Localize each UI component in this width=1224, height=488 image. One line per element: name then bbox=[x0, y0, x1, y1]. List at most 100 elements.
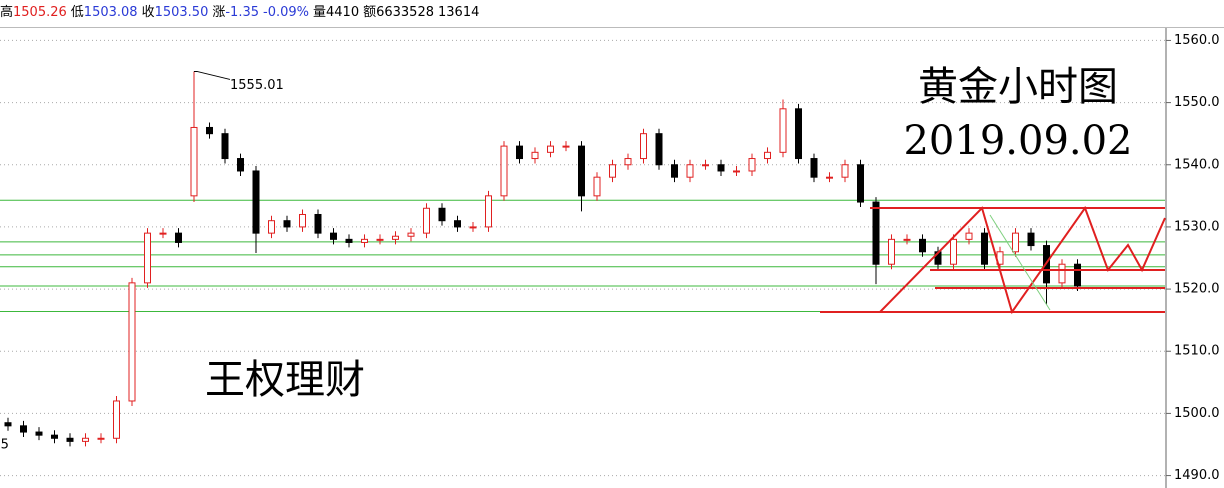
candle-body bbox=[872, 201, 880, 265]
candle-body bbox=[593, 176, 601, 197]
low-label: 1.35 bbox=[0, 437, 9, 452]
candle-body bbox=[578, 145, 585, 197]
candle-body bbox=[981, 232, 988, 265]
peak-label: 1555.01 bbox=[230, 78, 284, 93]
quote-header: 高1505.26 低1503.08 收1503.50 涨-1.35 -0.09% 量441… bbox=[0, 0, 1224, 28]
candle-body bbox=[237, 158, 244, 172]
candle-body bbox=[764, 151, 771, 160]
candle-body bbox=[547, 145, 554, 153]
candle-body bbox=[1074, 263, 1081, 287]
candle-body bbox=[423, 207, 430, 234]
candle-body bbox=[1058, 263, 1066, 284]
drawn-line bbox=[989, 214, 1051, 311]
y-tick-label: 1560.0 bbox=[1174, 33, 1220, 48]
header-item: 高 bbox=[0, 5, 14, 20]
candle-body bbox=[82, 437, 89, 442]
candle-body bbox=[4, 422, 12, 427]
candle-body bbox=[206, 126, 213, 135]
chart-subtitle: 2019.09.02 bbox=[903, 118, 1132, 164]
header-item: 13614 bbox=[438, 5, 480, 20]
candle-body bbox=[531, 151, 539, 160]
candle-body bbox=[175, 232, 182, 243]
candle-body bbox=[562, 145, 570, 148]
y-tick-label: 1540.0 bbox=[1174, 157, 1220, 172]
y-tick-label: 1550.0 bbox=[1174, 95, 1220, 110]
peak-leader bbox=[194, 70, 231, 80]
candle-body bbox=[1012, 232, 1019, 253]
candle-body bbox=[51, 434, 58, 439]
candle-body bbox=[779, 108, 787, 153]
candle-body bbox=[950, 238, 957, 265]
candle-body bbox=[624, 158, 632, 166]
drawn-zigzag bbox=[879, 205, 1166, 315]
header-item: 涨 bbox=[212, 5, 226, 20]
candle-body bbox=[795, 108, 802, 160]
candle-body bbox=[671, 164, 678, 178]
candle-body bbox=[144, 232, 151, 284]
candle-body bbox=[903, 238, 911, 241]
header-item: 低 bbox=[70, 5, 84, 20]
candle-body bbox=[748, 158, 756, 172]
y-tick-label: 1490.0 bbox=[1174, 468, 1220, 483]
candle-body bbox=[361, 238, 368, 243]
y-tick-label: 1520.0 bbox=[1174, 282, 1220, 297]
candle-body bbox=[283, 220, 291, 228]
chart-title: 黄金小时图 bbox=[918, 64, 1118, 110]
candles bbox=[4, 71, 1081, 447]
candle-body bbox=[841, 164, 849, 178]
candle-body bbox=[35, 431, 43, 436]
candle-body bbox=[826, 176, 833, 179]
candle-body bbox=[655, 133, 663, 166]
candle-body bbox=[454, 220, 461, 228]
candle-body bbox=[516, 145, 523, 160]
y-tick-label: 1510.0 bbox=[1174, 344, 1220, 359]
header-item: 收 bbox=[141, 5, 155, 20]
candle-body bbox=[128, 282, 136, 402]
candle-body bbox=[113, 400, 120, 439]
candle-body bbox=[97, 437, 105, 440]
candle-body bbox=[965, 232, 973, 240]
candle-body bbox=[159, 232, 167, 235]
candle-body bbox=[252, 170, 260, 234]
header-item: 1503.08 bbox=[83, 5, 138, 20]
header-item: -1.35 bbox=[225, 5, 259, 20]
watermark: 王权理财 bbox=[205, 357, 365, 403]
candle-body bbox=[221, 133, 229, 160]
candle-body bbox=[888, 238, 895, 265]
candle-body bbox=[500, 145, 508, 197]
chart: 黄金小时图 2019.09.02 王权理财 1490.0 1500.0 1510.0… bbox=[0, 28, 1220, 488]
candle-body bbox=[810, 158, 818, 178]
candle-body bbox=[702, 164, 709, 167]
candle-body bbox=[330, 232, 337, 240]
header-item: 1503.50 bbox=[154, 5, 209, 20]
candle-body bbox=[314, 213, 322, 234]
header-item: -0.09% bbox=[263, 5, 309, 20]
candle-body bbox=[686, 164, 694, 178]
header-item: 1505.26 bbox=[13, 5, 67, 20]
candle-body bbox=[20, 425, 27, 433]
candle-body bbox=[299, 213, 306, 228]
candle-body bbox=[485, 195, 492, 228]
candle-body bbox=[919, 238, 926, 253]
candle-body bbox=[469, 226, 477, 229]
candle-body bbox=[268, 220, 275, 234]
candle-body bbox=[609, 164, 616, 178]
y-tick-label: 1500.0 bbox=[1174, 406, 1220, 421]
drawn-lines bbox=[820, 205, 1166, 315]
candle-body bbox=[640, 133, 647, 160]
candle-body bbox=[717, 164, 725, 172]
candle-body bbox=[66, 437, 74, 442]
candle-body bbox=[733, 170, 740, 173]
candle-body bbox=[407, 232, 415, 237]
candle-body bbox=[190, 126, 198, 197]
candle-body bbox=[438, 207, 446, 222]
y-tick-label: 1530.0 bbox=[1174, 219, 1220, 234]
candle-body bbox=[345, 238, 353, 243]
header-item: 额6633528 bbox=[363, 5, 434, 20]
candle-body bbox=[392, 235, 399, 240]
candle-body bbox=[857, 164, 864, 203]
candle-body bbox=[1027, 232, 1035, 247]
candle-body bbox=[376, 238, 384, 241]
header-item: 量4410 bbox=[313, 5, 360, 20]
